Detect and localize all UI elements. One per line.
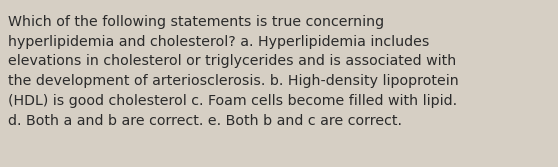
Text: Which of the following statements is true concerning
hyperlipidemia and choleste: Which of the following statements is tru… (8, 15, 459, 128)
